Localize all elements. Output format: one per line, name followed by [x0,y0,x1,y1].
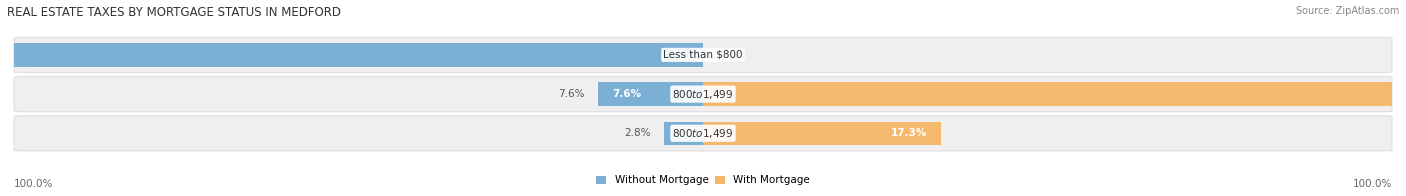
Bar [0,43,703,67]
Legend: Without Mortgage, With Mortgage: Without Mortgage, With Mortgage [596,175,810,185]
Text: $800 to $1,499: $800 to $1,499 [672,88,734,101]
Bar [703,122,942,145]
Bar [665,122,703,145]
Text: Source: ZipAtlas.com: Source: ZipAtlas.com [1295,6,1399,16]
Bar [599,82,703,106]
FancyBboxPatch shape [14,37,1392,73]
Text: 100.0%: 100.0% [14,179,53,189]
Text: 7.6%: 7.6% [612,89,641,99]
Text: 7.6%: 7.6% [558,89,585,99]
Text: 2.8%: 2.8% [678,128,707,138]
FancyBboxPatch shape [14,76,1392,112]
Text: $800 to $1,499: $800 to $1,499 [672,127,734,140]
Text: 2.8%: 2.8% [624,128,651,138]
Text: 17.3%: 17.3% [891,128,928,138]
FancyBboxPatch shape [14,116,1392,151]
Text: 100.0%: 100.0% [1353,179,1392,189]
Text: Less than $800: Less than $800 [664,50,742,60]
Bar [703,82,1406,106]
Text: REAL ESTATE TAXES BY MORTGAGE STATUS IN MEDFORD: REAL ESTATE TAXES BY MORTGAGE STATUS IN … [7,6,342,19]
